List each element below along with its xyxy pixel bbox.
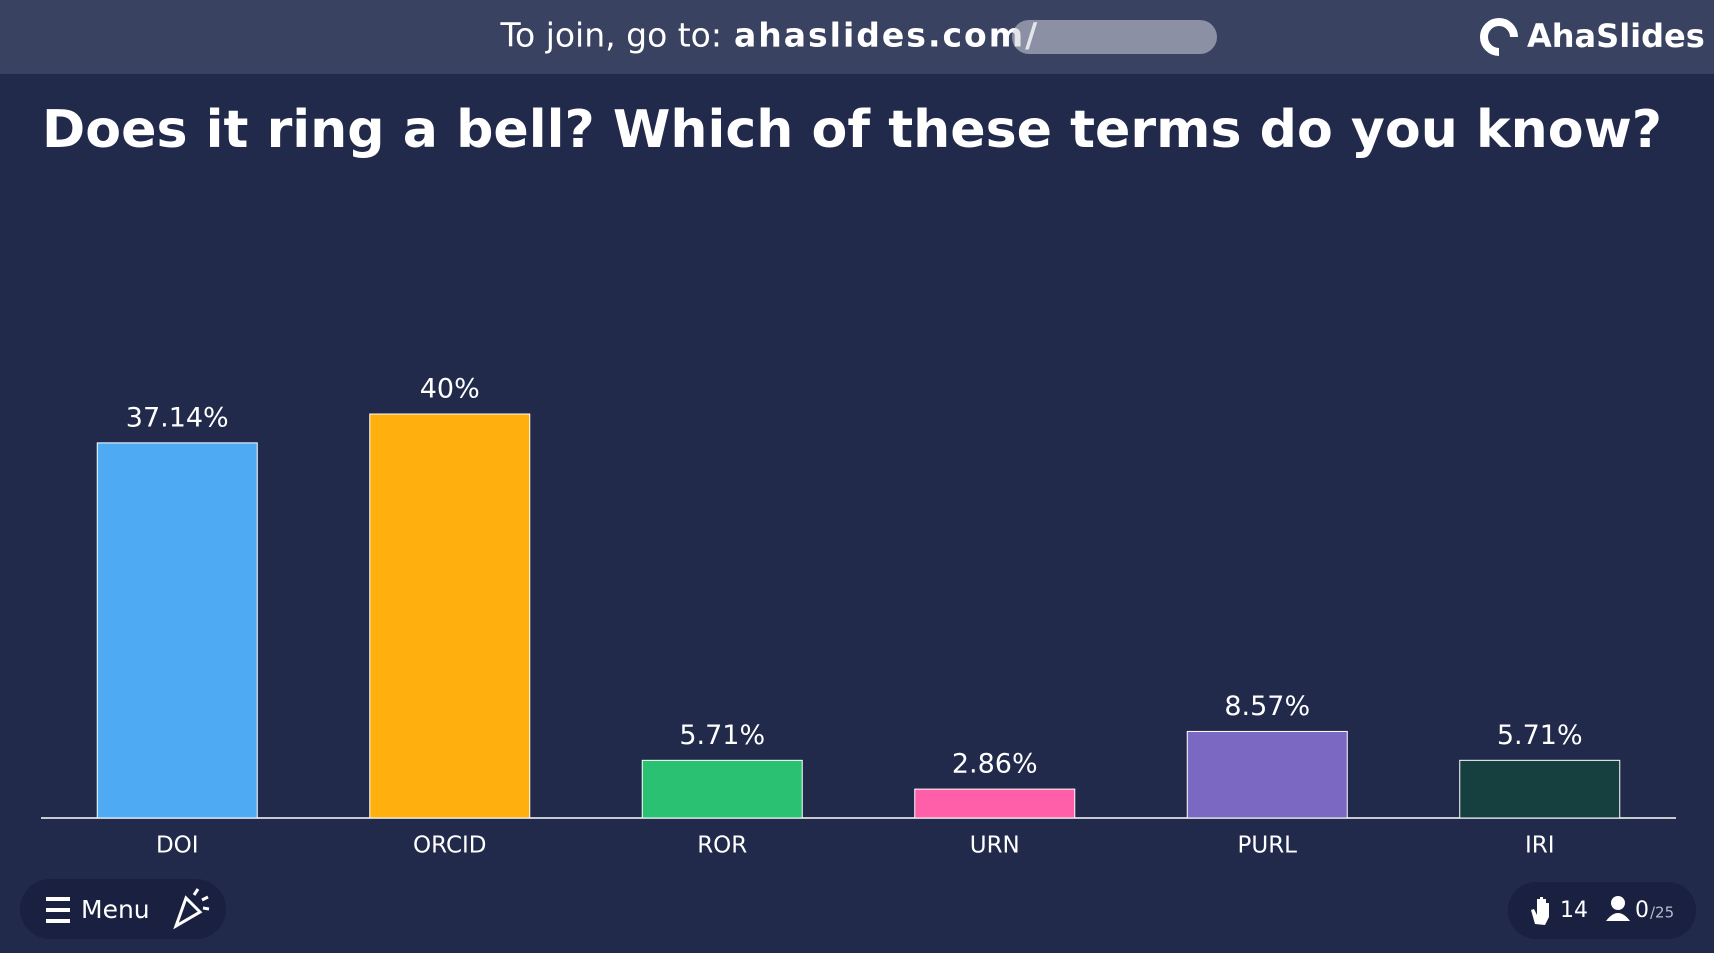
join-text: To join, go to: bbox=[499, 16, 722, 55]
response-count: 14 bbox=[1560, 898, 1588, 923]
person-icon bbox=[1606, 896, 1630, 921]
value-label: 40% bbox=[420, 374, 480, 405]
menu-icon bbox=[46, 897, 70, 923]
question-title: Does it ring a bell? Which of these term… bbox=[42, 100, 1662, 160]
blurred-code bbox=[1012, 20, 1217, 54]
value-label: 5.71% bbox=[1497, 720, 1583, 751]
category-label: ORCID bbox=[413, 833, 487, 859]
participant-count: 0 bbox=[1635, 898, 1649, 923]
join-url[interactable]: ahaslides.com/ bbox=[734, 16, 1039, 55]
menu-button[interactable] bbox=[20, 879, 226, 939]
value-label: 5.71% bbox=[679, 720, 765, 751]
bar bbox=[369, 413, 531, 819]
category-label: PURL bbox=[1238, 833, 1298, 859]
bar bbox=[914, 788, 1076, 819]
bars: 37.14% DOI 40% ORCID 5.71% ROR 2.86% URN 8.57% PU… bbox=[96, 374, 1621, 859]
value-label: 2.86% bbox=[952, 749, 1038, 780]
category-label: ROR bbox=[697, 833, 747, 859]
status-pill bbox=[1508, 882, 1696, 939]
bar bbox=[1186, 730, 1348, 819]
bar bbox=[1459, 759, 1621, 819]
bar bbox=[641, 759, 803, 819]
participant-capacity: /25 bbox=[1650, 904, 1674, 922]
bar bbox=[96, 442, 258, 819]
menu-label: Menu bbox=[81, 895, 150, 924]
reaction-icon[interactable] bbox=[173, 888, 210, 930]
category-label: URN bbox=[970, 833, 1020, 859]
brand-name: AhaSlides bbox=[1527, 17, 1705, 55]
hand-icon bbox=[1531, 897, 1549, 925]
top-bar bbox=[0, 0, 1714, 74]
brand-logo bbox=[1480, 18, 1518, 56]
category-label: DOI bbox=[156, 833, 199, 859]
value-label: 8.57% bbox=[1224, 691, 1310, 722]
value-label: 37.14% bbox=[126, 402, 229, 433]
category-label: IRI bbox=[1525, 833, 1555, 859]
